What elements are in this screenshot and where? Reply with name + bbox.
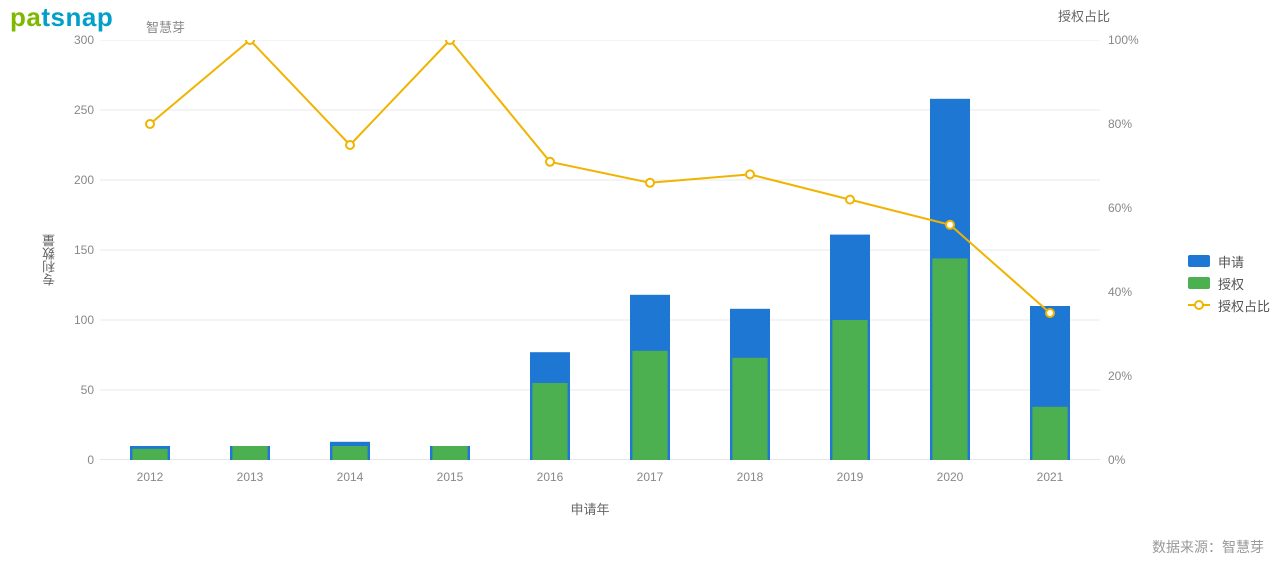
x-tick-label: 2016 bbox=[537, 470, 564, 484]
y-left-tick-label: 150 bbox=[60, 243, 94, 257]
y-right-tick-label: 40% bbox=[1108, 285, 1132, 299]
y-left-tick-label: 50 bbox=[60, 383, 94, 397]
x-tick-label: 2013 bbox=[237, 470, 264, 484]
legend-label-grant: 授权 bbox=[1218, 274, 1244, 293]
legend-swatch-apply bbox=[1188, 255, 1210, 267]
bar-grant bbox=[232, 446, 267, 460]
ratio-marker bbox=[246, 40, 254, 44]
bar-grant bbox=[332, 446, 367, 460]
chart-area: 专利数量 申请年 0 50 100 150 200 250 300 0% 20% 40% 60% 8… bbox=[30, 0, 1150, 520]
y-right-tick-label: 20% bbox=[1108, 369, 1132, 383]
bar-grant bbox=[432, 446, 467, 460]
bar-grant bbox=[832, 320, 867, 460]
bar-grant bbox=[932, 258, 967, 460]
y-right-tick-label: 60% bbox=[1108, 201, 1132, 215]
legend-item-ratio: 授权占比 bbox=[1188, 294, 1270, 316]
x-tick-label: 2021 bbox=[1037, 470, 1064, 484]
data-source-footer: 数据来源：智慧芽 bbox=[1152, 537, 1264, 557]
y-right-tick-label: 0% bbox=[1108, 453, 1125, 467]
bar-grant bbox=[632, 351, 667, 460]
plot bbox=[100, 40, 1100, 460]
legend-swatch-ratio bbox=[1188, 299, 1210, 311]
y-left-axis-title: 专利数量 bbox=[40, 234, 59, 286]
x-tick-label: 2018 bbox=[737, 470, 764, 484]
ratio-marker bbox=[746, 170, 754, 178]
ratio-marker bbox=[946, 221, 954, 229]
ratio-marker bbox=[1046, 309, 1054, 317]
ratio-marker bbox=[446, 40, 454, 44]
y-left-tick-label: 250 bbox=[60, 103, 94, 117]
bar-grant bbox=[132, 449, 167, 460]
legend-swatch-grant bbox=[1188, 277, 1210, 289]
legend-item-grant: 授权 bbox=[1188, 272, 1270, 294]
ratio-marker bbox=[146, 120, 154, 128]
ratio-marker bbox=[546, 158, 554, 166]
x-tick-label: 2020 bbox=[937, 470, 964, 484]
legend-item-apply: 申请 bbox=[1188, 250, 1270, 272]
ratio-marker bbox=[346, 141, 354, 149]
y-right-tick-label: 80% bbox=[1108, 117, 1132, 131]
y-left-tick-label: 0 bbox=[60, 453, 94, 467]
x-axis-title: 申请年 bbox=[30, 499, 1150, 518]
x-tick-label: 2012 bbox=[137, 470, 164, 484]
bar-grant bbox=[532, 383, 567, 460]
x-tick-label: 2015 bbox=[437, 470, 464, 484]
bar-grant bbox=[732, 358, 767, 460]
bar-grant bbox=[1032, 407, 1067, 460]
legend: 申请 授权 授权占比 bbox=[1188, 250, 1270, 316]
ratio-marker bbox=[646, 179, 654, 187]
legend-label-ratio: 授权占比 bbox=[1218, 296, 1270, 315]
x-tick-label: 2014 bbox=[337, 470, 364, 484]
ratio-marker bbox=[846, 196, 854, 204]
x-tick-label: 2017 bbox=[637, 470, 664, 484]
x-tick-label: 2019 bbox=[837, 470, 864, 484]
y-right-tick-label: 100% bbox=[1108, 33, 1139, 47]
y-left-tick-label: 200 bbox=[60, 173, 94, 187]
legend-label-apply: 申请 bbox=[1218, 252, 1244, 271]
ratio-line bbox=[150, 40, 1050, 313]
chart-container: patsnap 智慧芽 授权占比 专利数量 申请年 05010015020025… bbox=[0, 0, 1280, 567]
y-left-tick-label: 300 bbox=[60, 33, 94, 47]
y-left-tick-label: 100 bbox=[60, 313, 94, 327]
